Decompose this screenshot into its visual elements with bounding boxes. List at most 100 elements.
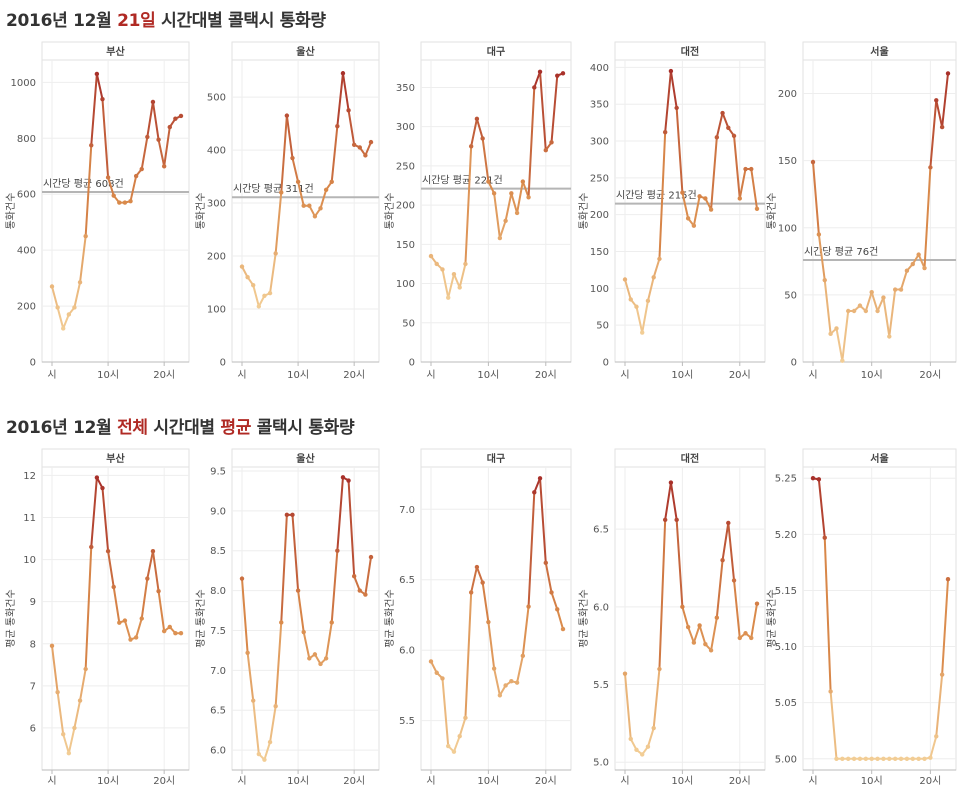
series-line-segment: [79, 235, 87, 284]
series-line-segment: [829, 690, 838, 760]
data-point: [674, 105, 679, 111]
data-point: [290, 512, 295, 518]
panel-title-대구: 대구: [487, 45, 505, 58]
series-line-segment: [285, 114, 294, 160]
chart-section-title-average: 2016년 12월 전체 시간대별 평균 콜택시 통화량: [6, 413, 355, 438]
series-line-segment: [56, 691, 65, 736]
data-point: [139, 166, 144, 172]
series-line-segment: [163, 126, 171, 168]
y-tick-label: 100: [590, 284, 609, 295]
y-tick-label: 100: [207, 305, 226, 316]
series-line-segment: [917, 253, 926, 270]
data-point: [810, 476, 816, 481]
series-line-segment: [325, 621, 333, 660]
data-point: [645, 298, 651, 304]
data-point: [340, 71, 346, 76]
series-line-segment: [669, 481, 678, 521]
data-point: [139, 616, 144, 621]
data-point: [622, 671, 628, 676]
data-point: [428, 659, 434, 664]
series-line-segment: [681, 191, 690, 220]
y-tick-label: 5.05: [775, 698, 797, 709]
data-point: [731, 133, 737, 139]
data-point: [290, 155, 295, 161]
y-tick-label: 6.0: [593, 602, 609, 613]
data-point: [657, 256, 662, 262]
data-point: [543, 560, 548, 566]
series-line-segment: [269, 252, 277, 295]
series-line-segment: [715, 559, 724, 619]
series-line-segment: [269, 705, 277, 744]
data-point: [846, 308, 851, 314]
data-point: [451, 271, 457, 277]
series-line-segment: [458, 716, 467, 738]
y-tick-label: 7.0: [210, 666, 226, 677]
series-line-segment: [146, 550, 154, 580]
series-line-segment: [750, 602, 758, 639]
series-line-segment: [864, 291, 873, 312]
series-line-segment: [675, 106, 684, 194]
data-point: [117, 200, 122, 205]
data-point: [714, 615, 720, 620]
data-point: [346, 478, 351, 483]
y-tick-label: 300: [590, 137, 609, 148]
series-line-segment: [297, 589, 305, 634]
data-point: [514, 210, 520, 216]
series-line-segment: [823, 536, 832, 693]
series-line-segment: [687, 626, 695, 644]
data-point: [329, 179, 334, 185]
series-line-segment: [556, 608, 564, 631]
data-point: [834, 756, 839, 761]
data-point: [128, 199, 133, 204]
data-point: [514, 680, 520, 685]
x-tick-label: 20시: [343, 775, 365, 787]
series-line-segment: [62, 313, 70, 330]
series-line-segment: [669, 70, 678, 109]
y-tick-label: 7.5: [210, 626, 226, 637]
series-line-segment: [675, 518, 684, 608]
x-tick-label: 시: [620, 775, 629, 787]
x-tick-label: 시: [237, 775, 246, 787]
data-point: [368, 554, 374, 560]
data-point: [346, 108, 351, 113]
y-tick-label: 0: [603, 358, 609, 369]
series-line-segment: [347, 109, 356, 146]
series-line-segment: [274, 621, 283, 708]
data-point: [754, 206, 760, 211]
series-line-segment: [738, 168, 747, 200]
y-tick-label: 6.5: [210, 706, 226, 717]
data-point: [520, 179, 526, 184]
series-line-segment: [297, 180, 305, 207]
data-point: [875, 308, 880, 314]
data-point: [881, 756, 886, 761]
series-line-segment: [452, 273, 461, 289]
average-label: 시간당 평균 215건: [616, 190, 697, 202]
data-point: [434, 670, 439, 675]
series-line-segment: [452, 735, 461, 753]
series-line-segment: [319, 188, 328, 210]
series-line-segment: [341, 72, 350, 112]
title-highlight-average: 평균: [220, 418, 252, 438]
data-point: [66, 750, 72, 756]
series-line-segment: [929, 735, 938, 759]
data-point: [668, 68, 674, 74]
series-line-segment: [336, 476, 344, 552]
data-point: [440, 267, 445, 272]
y-tick-label: 100: [396, 279, 415, 290]
series-line-segment: [353, 575, 361, 592]
series-line-segment: [330, 125, 339, 183]
x-tick-label: 시: [47, 775, 56, 787]
y-tick-label: 5.10: [775, 642, 797, 653]
data-point: [245, 650, 250, 655]
data-point: [434, 261, 439, 267]
series-line-segment: [721, 112, 730, 129]
data-point: [916, 252, 921, 257]
data-point: [368, 139, 374, 145]
data-point: [128, 637, 133, 642]
data-point: [301, 203, 306, 208]
data-point: [537, 476, 543, 481]
data-point: [904, 268, 910, 273]
data-point: [111, 584, 116, 590]
data-point: [49, 643, 55, 649]
data-point: [335, 548, 340, 553]
